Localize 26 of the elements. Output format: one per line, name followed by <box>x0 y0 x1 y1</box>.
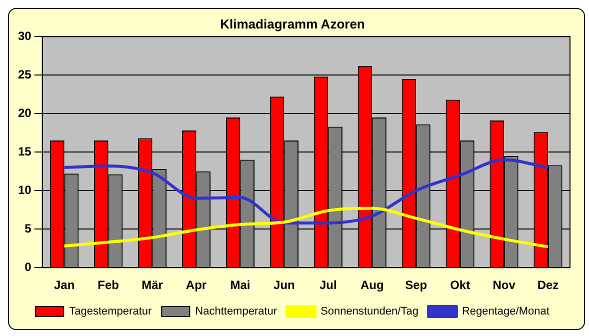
x-tick-label: Jan <box>54 278 75 292</box>
y-tick-label: 0 <box>24 260 32 274</box>
x-tick-label: Feb <box>98 278 119 292</box>
y-tick-label: 15 <box>18 144 32 158</box>
y-tick-label: 30 <box>18 28 32 43</box>
x-tick-label: Dez <box>537 278 559 292</box>
legend-label: Sonnenstunden/Tag <box>320 306 418 318</box>
x-tick-label: Jun <box>274 278 295 292</box>
x-tick-label: Nov <box>492 278 516 292</box>
x-tick-label: Okt <box>450 278 470 292</box>
x-tick-label: Mai <box>230 278 250 292</box>
y-tick-label: 5 <box>24 221 32 236</box>
x-tick-label: Sep <box>405 278 428 292</box>
y-tick-label: 25 <box>18 67 32 82</box>
line-series <box>62 206 550 248</box>
legend-label: Regentage/Monat <box>462 306 550 318</box>
line-series <box>62 158 550 224</box>
legend-label: Nachttemperatur <box>195 306 278 318</box>
y-tick-label: 10 <box>18 182 32 197</box>
x-tick-label: Aug <box>360 278 384 292</box>
legend-label: Tagestemperatur <box>69 306 152 318</box>
x-tick-label: Apr <box>186 278 207 292</box>
x-tick-label: Mär <box>142 278 164 292</box>
x-tick-label: Jul <box>319 278 337 292</box>
chart-title: Klimadiagramm Azoren <box>220 16 365 32</box>
y-tick-label: 20 <box>18 106 32 120</box>
